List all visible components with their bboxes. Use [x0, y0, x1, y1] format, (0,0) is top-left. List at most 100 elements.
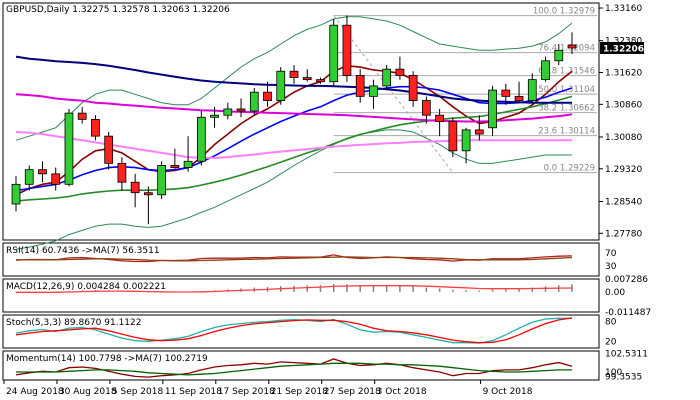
indicator-label: MACD(12,26,9) 0.004284 0.002221: [6, 282, 166, 292]
date-tick-label: 9 Oct 2018: [483, 387, 533, 397]
bullish-candle: [210, 114, 219, 118]
price-tick-label: 1.28540: [605, 197, 642, 207]
indicator-tick-label: 30: [605, 262, 617, 272]
indicator-tick-label: 70: [605, 249, 617, 259]
bullish-candle: [488, 89, 497, 129]
indicator-pane-1: 70 30 RSI(14) 60.7436 ->MA(7) 56.3511: [6, 246, 617, 272]
bullish-candle: [183, 160, 193, 168]
date-tick-label: 11 Sep 2018: [165, 387, 222, 397]
fib-level-label: 0.0 1.29229: [544, 164, 595, 174]
bearish-candle: [355, 75, 365, 97]
price-tick-label: 1.30080: [605, 133, 642, 143]
bearish-candle: [435, 114, 444, 122]
fib-level-label: 76.4 1.32094: [538, 44, 595, 54]
bullish-candle: [461, 129, 471, 152]
bullish-candle: [541, 60, 550, 81]
indicator-label: Stoch(5,3,3) 89.8670 91.1122: [6, 318, 141, 328]
bearish-candle: [567, 44, 577, 49]
date-tick-label: 30 Aug 2018: [59, 387, 117, 397]
indicator-pane-3: 80 20 Stoch(5,3,3) 89.8670 91.1122: [6, 317, 617, 347]
bearish-candle: [104, 135, 114, 164]
bearish-candle: [263, 91, 272, 101]
date-tick-label: 24 Aug 2018: [6, 387, 64, 397]
bullish-candle: [554, 49, 564, 62]
bearish-candle: [91, 119, 100, 137]
bearish-candle: [38, 169, 47, 175]
bearish-candle: [474, 129, 484, 135]
bullish-candle: [276, 70, 286, 101]
current-price-tag: [600, 41, 644, 54]
date-tick-label: 27 Sep 2018: [324, 387, 381, 397]
bearish-candle: [501, 89, 511, 97]
bullish-candle: [223, 108, 233, 116]
chart-header: GBPUSD,Daily 1.32275 1.32578 1.32063 1.3…: [6, 5, 230, 15]
bearish-candle: [51, 173, 61, 185]
fib-level-label: 100.0 1.32979: [533, 7, 595, 17]
bullish-candle: [369, 85, 378, 97]
indicator-line-2: [16, 362, 572, 376]
bearish-candle: [130, 181, 140, 194]
bullish-candle: [24, 169, 34, 185]
indicator-line-2: [15, 317, 573, 344]
bearish-candle: [342, 24, 352, 76]
price-tick-label: 1.31620: [605, 69, 642, 79]
bollinger-upper-line: [15, 16, 573, 141]
date-tick-label: 5 Sep 2018: [112, 387, 164, 397]
indicator-tick-label: -0.011487: [605, 308, 651, 318]
bearish-candle: [448, 121, 458, 152]
fib-trend-line: [333, 15, 454, 173]
date-tick-label: 3 Oct 2018: [377, 387, 427, 397]
bearish-candle: [422, 100, 431, 116]
date-tick-label: 21 Sep 2018: [271, 387, 328, 397]
indicator-tick-label: 0.00: [605, 288, 625, 298]
bearish-candle: [170, 165, 180, 168]
bullish-candle: [329, 24, 339, 83]
indicator-pane-frame-2: [2, 278, 600, 313]
bearish-candle: [236, 108, 246, 112]
price-tick-label: 1.27780: [605, 229, 642, 239]
bearish-candle: [408, 75, 418, 101]
bollinger-lower-line: [15, 129, 572, 250]
bearish-candle: [302, 77, 312, 81]
indicator-label: RSI(14) 60.7436 ->MA(7) 56.3511: [6, 246, 160, 256]
bearish-candle: [316, 79, 325, 83]
indicator-tick-label: 20: [605, 337, 617, 347]
price-tick-label: 1.30860: [605, 100, 642, 110]
date-tick-label: 17 Sep 2018: [218, 387, 275, 397]
price-tick-label: 1.29320: [605, 165, 642, 175]
bearish-candle: [514, 95, 524, 101]
fib-level-label: 61.8 1.31546: [538, 67, 595, 77]
current-price-label: 1.32206: [603, 44, 644, 54]
indicator-pane-2: 0.007286 0.00 -0.011487 MACD(12,26,9) 0.004…: [6, 275, 651, 318]
indicator-line-2: [16, 256, 573, 262]
moving-average-line-4: [15, 55, 572, 104]
fib-level-label: 23.6 1.30114: [538, 127, 595, 137]
indicator-line-1: [16, 285, 573, 293]
fib-level-label: 38.2 1.30662: [538, 104, 595, 114]
indicator-tick-label: 102.5311: [605, 350, 648, 360]
indicator-line-1: [15, 358, 573, 378]
bullish-candle: [382, 68, 392, 87]
indicator-tick-label: 100: [605, 368, 622, 378]
bearish-candle: [395, 68, 405, 76]
indicator-label: Momentum(14) 100.7798 ->MA(7) 100.2719: [6, 354, 208, 364]
indicator-tick-label: 80: [605, 318, 617, 328]
bullish-candle: [64, 112, 74, 185]
bullish-candle: [11, 183, 21, 205]
bullish-candle: [527, 79, 537, 101]
bearish-candle: [117, 162, 127, 183]
price-tick-label: 1.33160: [605, 4, 642, 14]
indicator-tick-label: 99.3535: [605, 373, 642, 383]
bearish-candle: [289, 70, 299, 78]
price-tick-label: 1.32380: [605, 37, 642, 47]
bearish-candle: [77, 112, 87, 120]
bullish-candle: [249, 91, 259, 112]
bearish-candle: [144, 192, 153, 196]
bullish-candle: [196, 116, 206, 162]
indicator-tick-label: 0.007286: [605, 275, 648, 285]
bullish-candle: [157, 165, 166, 196]
